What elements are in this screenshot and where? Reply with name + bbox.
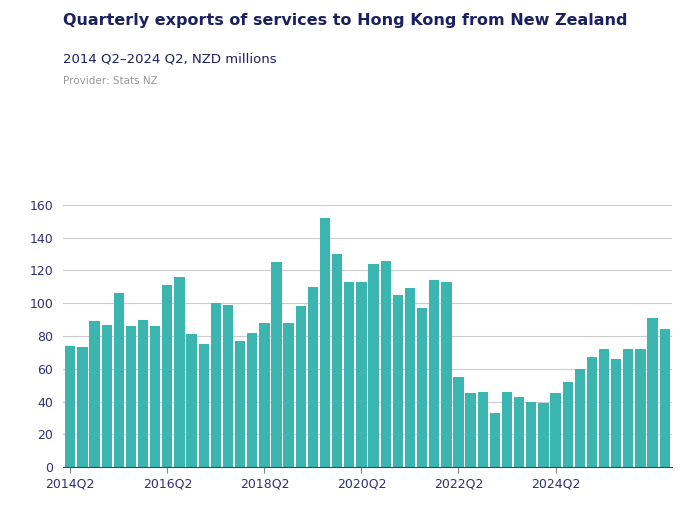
Bar bbox=[490, 413, 500, 467]
Bar bbox=[65, 346, 76, 467]
Bar bbox=[417, 308, 427, 467]
Bar bbox=[199, 344, 209, 467]
Bar bbox=[259, 323, 270, 467]
Bar bbox=[454, 377, 463, 467]
Bar bbox=[368, 264, 379, 467]
Bar bbox=[636, 349, 645, 467]
Bar bbox=[502, 392, 512, 467]
Bar bbox=[138, 320, 148, 467]
Bar bbox=[150, 326, 160, 467]
Bar bbox=[611, 359, 622, 467]
Bar bbox=[393, 295, 403, 467]
Bar bbox=[223, 305, 233, 467]
Text: 2014 Q2–2024 Q2, NZD millions: 2014 Q2–2024 Q2, NZD millions bbox=[63, 52, 276, 66]
Bar bbox=[563, 382, 573, 467]
Bar bbox=[441, 282, 452, 467]
Text: figure.nz: figure.nz bbox=[580, 18, 656, 32]
Bar bbox=[162, 285, 172, 467]
Bar bbox=[90, 321, 99, 467]
Bar bbox=[356, 282, 367, 467]
Bar bbox=[126, 326, 136, 467]
Bar bbox=[308, 287, 318, 467]
Bar bbox=[659, 330, 670, 467]
Bar bbox=[247, 333, 258, 467]
Bar bbox=[514, 397, 524, 467]
Bar bbox=[113, 293, 124, 467]
Bar bbox=[538, 403, 549, 467]
Bar bbox=[466, 393, 476, 467]
Bar bbox=[284, 323, 294, 467]
Bar bbox=[77, 348, 88, 467]
Bar bbox=[587, 358, 597, 467]
Bar bbox=[174, 277, 185, 467]
Bar bbox=[381, 260, 391, 467]
Bar bbox=[295, 307, 306, 467]
Bar bbox=[102, 324, 112, 467]
Bar bbox=[344, 282, 354, 467]
Bar bbox=[211, 303, 221, 467]
Bar bbox=[575, 369, 585, 467]
Bar bbox=[550, 393, 561, 467]
Bar bbox=[186, 334, 197, 467]
Bar bbox=[429, 280, 440, 467]
Bar bbox=[272, 262, 281, 467]
Bar bbox=[235, 341, 245, 467]
Bar bbox=[320, 218, 330, 467]
Bar bbox=[599, 349, 609, 467]
Text: Quarterly exports of services to Hong Kong from New Zealand: Quarterly exports of services to Hong Ko… bbox=[63, 13, 627, 28]
Bar bbox=[332, 254, 342, 467]
Bar bbox=[477, 392, 488, 467]
Text: Provider: Stats NZ: Provider: Stats NZ bbox=[63, 76, 158, 86]
Bar bbox=[648, 318, 658, 467]
Bar bbox=[623, 349, 634, 467]
Bar bbox=[405, 288, 415, 467]
Bar bbox=[526, 402, 536, 467]
